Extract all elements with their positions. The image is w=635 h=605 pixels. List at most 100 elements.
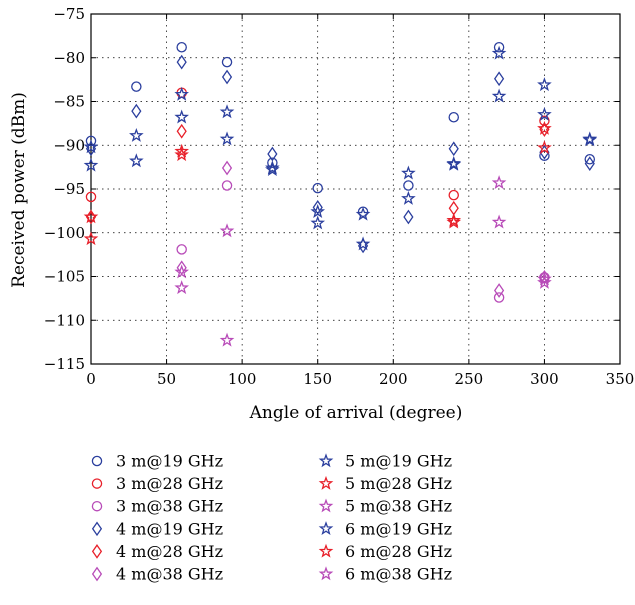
x-tick-label: 300: [530, 370, 559, 388]
legend: 3 m@19 GHz 3 m@28 GHz 3 m@38 GHz 4 m@19 GHz…: [91, 452, 452, 584]
legend-label: 4 m@19 GHz: [116, 519, 223, 538]
data-point: [539, 122, 550, 137]
legend-item: 5 m@38 GHz: [318, 497, 452, 516]
grid-lines: [91, 14, 620, 364]
legend-item: 4 m@38 GHz: [91, 565, 223, 584]
legend-label: 6 m@28 GHz: [345, 542, 452, 561]
data-point: [448, 200, 459, 216]
data-point: [493, 292, 505, 303]
y-tick-label: −85: [53, 93, 85, 111]
data-point: [174, 86, 190, 101]
legend-label: 6 m@38 GHz: [345, 565, 452, 584]
data-point: [312, 182, 323, 194]
data-point: [537, 106, 552, 121]
data-point: [403, 180, 414, 191]
legend-item: 6 m@19 GHz: [318, 519, 452, 538]
data-point: [401, 190, 416, 205]
data-point: [491, 88, 507, 103]
y-tick-label: −95: [53, 180, 85, 198]
data-point: [539, 150, 550, 161]
data-point: [83, 139, 99, 154]
data-point: [493, 283, 505, 298]
x-tick-label: 250: [455, 370, 484, 388]
data-point: [176, 42, 187, 53]
legend-item: 5 m@28 GHz: [318, 474, 452, 493]
legend-marker: [318, 566, 334, 581]
data-point: [129, 127, 144, 142]
data-point: [131, 103, 142, 119]
data-point: [83, 157, 99, 172]
y-tick-label: −105: [44, 268, 85, 286]
series-11: [83, 120, 552, 227]
data-point: [83, 231, 99, 246]
series-2: [85, 87, 550, 203]
series-7: [83, 45, 598, 230]
data-point: [537, 140, 552, 155]
data-point: [491, 214, 507, 229]
data-point: [265, 160, 280, 175]
data-point: [221, 180, 233, 191]
data-point: [448, 141, 459, 157]
data-point: [539, 270, 550, 285]
data-point: [355, 206, 371, 221]
series-10: [83, 77, 598, 251]
x-tick-label: 350: [606, 370, 635, 388]
data-point: [446, 155, 462, 170]
y-tick-label: −110: [44, 311, 85, 329]
legend-label: 3 m@28 GHz: [116, 474, 223, 493]
series-5: [85, 122, 550, 225]
data-point: [493, 42, 505, 53]
legend-item: 3 m@19 GHz: [91, 452, 223, 471]
y-axis-title: Received power (dBm): [9, 92, 29, 288]
data-point: [310, 215, 326, 230]
data-point: [537, 274, 552, 289]
data-point: [491, 45, 507, 60]
data-markers: [83, 42, 598, 347]
data-point: [537, 77, 552, 92]
y-tick-label: −115: [44, 355, 85, 373]
legend-item: 4 m@19 GHz: [91, 519, 223, 538]
legend-item: 6 m@38 GHz: [318, 565, 452, 584]
x-tick-label: 200: [379, 370, 408, 388]
data-point: [219, 104, 235, 119]
legend-marker: [318, 543, 334, 558]
legend-item: 6 m@28 GHz: [318, 542, 452, 561]
y-tick-label: −100: [44, 224, 85, 242]
x-tick-label: 100: [228, 370, 257, 388]
x-tick-label: 50: [157, 370, 176, 388]
legend-label: 4 m@28 GHz: [116, 542, 223, 561]
data-point: [85, 135, 97, 147]
legend-item: 4 m@28 GHz: [91, 542, 223, 561]
data-point: [582, 131, 598, 146]
series-1: [85, 42, 596, 217]
data-point: [221, 160, 233, 176]
legend-label: 6 m@19 GHz: [345, 519, 452, 538]
legend-marker: [91, 566, 103, 582]
data-point: [219, 131, 235, 146]
data-point: [267, 146, 278, 162]
data-point: [539, 115, 550, 127]
data-point: [448, 112, 459, 123]
legend-marker: [91, 521, 103, 537]
legend-marker: [318, 453, 334, 468]
x-tick-label: 0: [86, 370, 96, 388]
legend-marker: [318, 475, 334, 490]
axis-ticks: 0 50 100 150 200 250 300 350 −75 −80 −85 −90 −95 −100…: [44, 5, 635, 388]
data-point: [582, 132, 598, 147]
data-point: [221, 69, 233, 85]
legend-marker: [318, 521, 334, 536]
series-3: [176, 180, 550, 303]
data-point: [174, 264, 189, 279]
data-point: [129, 153, 144, 168]
series-9: [174, 214, 552, 295]
legend-item: 3 m@38 GHz: [91, 497, 223, 516]
data-point: [537, 271, 552, 286]
data-point: [537, 120, 552, 135]
data-point: [493, 71, 505, 87]
legend-marker: [91, 544, 103, 559]
legend-marker: [318, 498, 334, 513]
legend-label: 5 m@19 GHz: [345, 452, 452, 471]
legend-marker: [91, 478, 103, 489]
data-point: [584, 153, 596, 165]
x-axis-title: Angle of arrival (degree): [249, 403, 463, 423]
